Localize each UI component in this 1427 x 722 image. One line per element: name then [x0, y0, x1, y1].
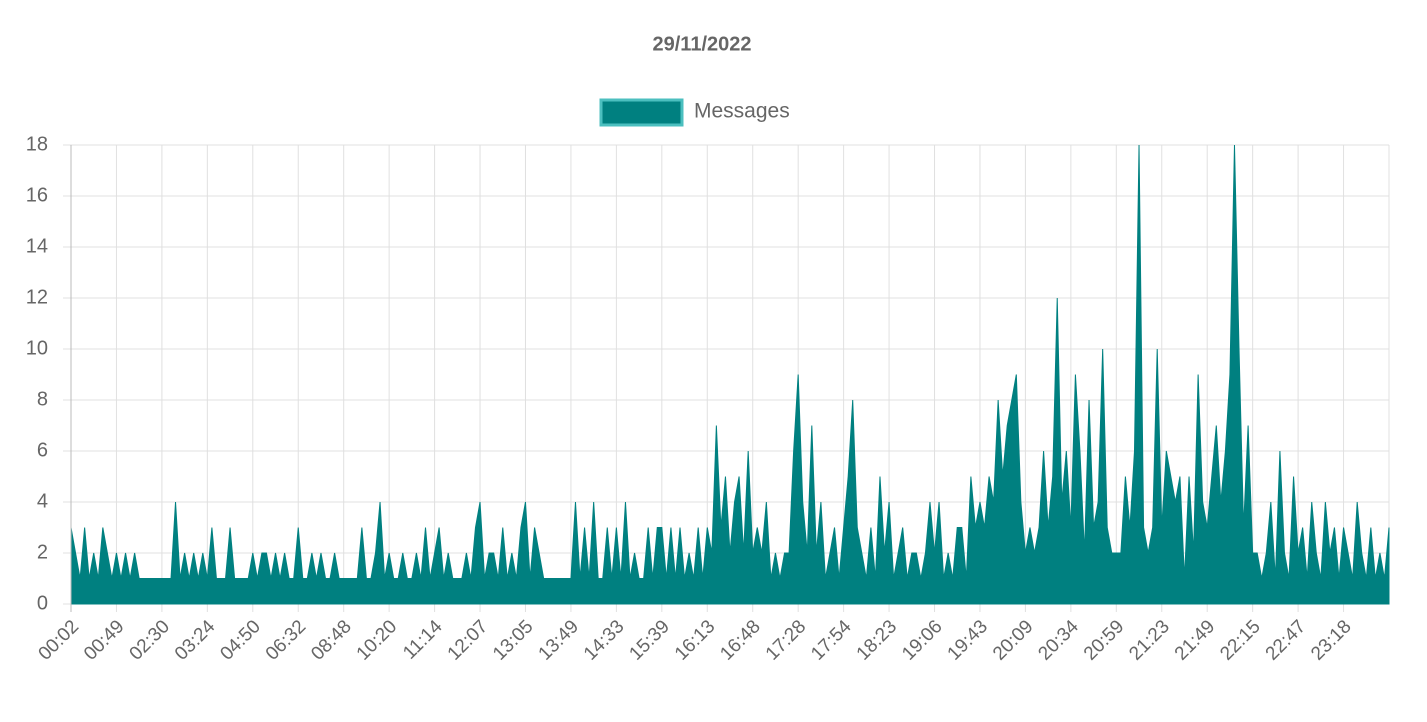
x-tick-label: 15:39 [625, 616, 673, 664]
x-tick-label: 22:47 [1262, 616, 1310, 664]
y-tick-label: 8 [37, 388, 48, 410]
y-tick-label: 0 [37, 592, 48, 614]
x-tick-label: 12:07 [444, 616, 492, 664]
x-tick-label: 21:49 [1171, 616, 1219, 664]
x-tick-label: 17:54 [807, 616, 856, 665]
x-tick-label: 20:09 [989, 616, 1037, 664]
y-tick-label: 12 [26, 286, 48, 308]
legend-label[interactable]: Messages [694, 100, 790, 123]
legend-swatch[interactable] [599, 98, 684, 127]
area [70, 144, 1390, 605]
y-tick-label: 4 [37, 490, 48, 512]
x-tick-label: 02:30 [126, 616, 174, 664]
x-tick-label: 16:13 [671, 616, 719, 664]
x-tick-label: 00:02 [35, 616, 83, 664]
x-tick-label: 08:48 [307, 616, 355, 664]
y-tick-label: 6 [37, 439, 48, 461]
x-tick-label: 13:49 [535, 616, 583, 664]
chart-title: 29/11/2022 [653, 33, 752, 55]
x-tick-label: 20:59 [1080, 616, 1128, 664]
y-tick-label: 10 [26, 337, 48, 359]
x-tick-label: 14:33 [580, 616, 628, 664]
y-tick-label: 16 [26, 184, 48, 206]
x-tick-label: 10:20 [353, 616, 401, 664]
x-tick-label: 20:34 [1034, 616, 1083, 665]
x-tick-label: 17:28 [762, 616, 810, 664]
y-tick-label: 2 [37, 541, 48, 563]
legend[interactable]: Messages [599, 98, 790, 127]
x-tick-label: 19:43 [944, 616, 992, 664]
x-tick-label: 11:14 [399, 616, 447, 664]
x-tick-label: 13:05 [489, 616, 537, 664]
x-tick-label: 23:18 [1307, 616, 1355, 664]
y-tick-label: 18 [26, 133, 48, 155]
x-tick-label: 00:49 [80, 616, 128, 664]
x-tick-label: 04:50 [216, 616, 264, 664]
x-tick-label: 21:23 [1125, 616, 1173, 664]
y-tick-label: 14 [26, 235, 48, 257]
x-tick-label: 22:15 [1216, 616, 1264, 664]
x-tick-label: 06:32 [262, 616, 310, 664]
x-tick-label: 16:48 [716, 616, 764, 664]
x-tick-label: 03:24 [171, 616, 220, 665]
x-tick-label: 18:23 [853, 616, 901, 664]
x-tick-label: 19:06 [898, 616, 946, 664]
